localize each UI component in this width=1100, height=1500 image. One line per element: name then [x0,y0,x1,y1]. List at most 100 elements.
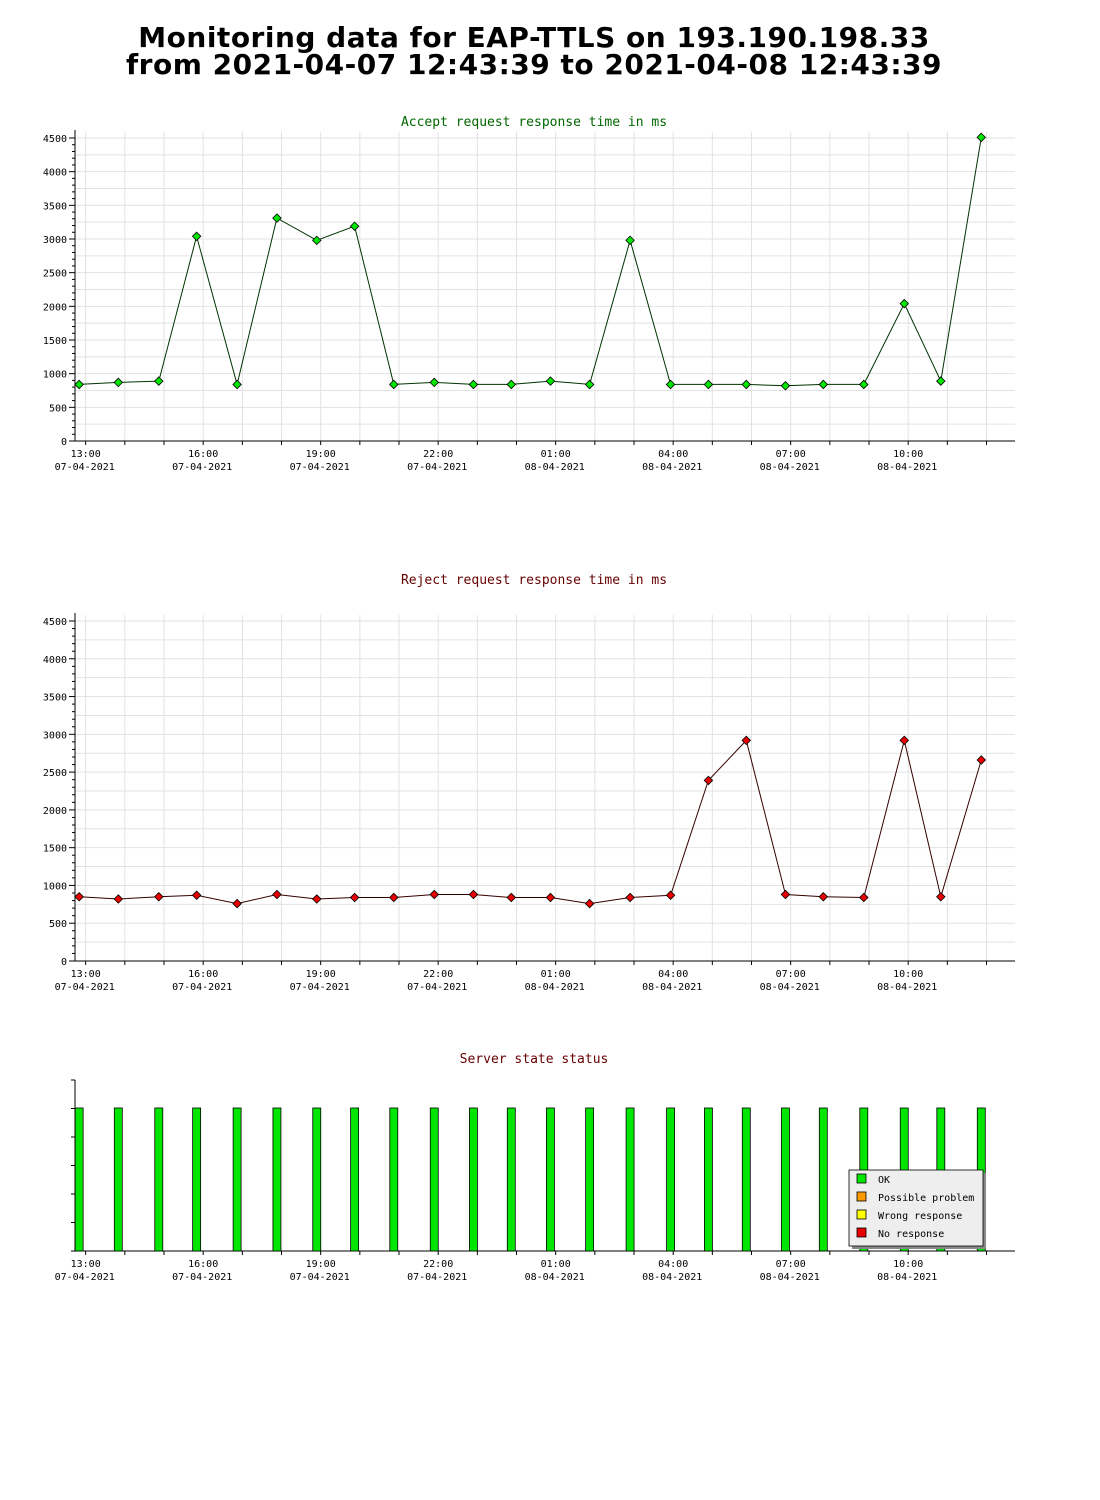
x-tick-date-label: 08-04-2021 [877,1272,937,1283]
x-tick-time-label: 04:00 [658,1259,688,1270]
x-tick-time-label: 07:00 [776,969,806,980]
accept-response-time-chart: Accept request response time in ms 0 500 1… [43,115,1015,473]
data-point [818,379,829,390]
status-bar [429,1107,439,1252]
data-point [780,889,791,900]
y-tick-label: 3500 [43,201,67,212]
y-tick-label: 1000 [43,370,67,381]
data-point [625,235,635,246]
status-bar [666,1107,675,1252]
data-point [429,889,440,900]
x-tick-date-label: 08-04-2021 [760,982,820,993]
data-point [272,889,282,900]
y-tick-label: 2000 [43,302,67,313]
data-point [859,892,869,903]
x-tick-time-label: 22:00 [423,969,453,980]
data-point [389,892,399,903]
x-tick-date-label: 07-04-2021 [407,982,467,993]
y-tick-label: 3000 [43,730,67,741]
x-tick-date-label: 07-04-2021 [55,1272,115,1283]
series-line [79,137,982,387]
legend-swatch [856,1173,867,1184]
server-state-status-chart: Server state status 13:00 07-04-2021 16:00… [55,1052,1015,1283]
data-point [191,890,202,901]
x-tick-time-label: 01:00 [541,1259,571,1270]
x-tick-date-label: 08-04-2021 [877,462,937,473]
legend-label: No response [878,1229,944,1240]
status-bar [781,1107,790,1252]
data-point [780,381,791,391]
status-bar [113,1107,123,1252]
x-tick-time-label: 10:00 [893,449,923,460]
x-tick-date-label: 08-04-2021 [877,982,937,993]
x-tick-date-label: 08-04-2021 [760,1272,820,1283]
legend-swatch [856,1227,867,1238]
x-tick-date-label: 07-04-2021 [172,1272,232,1283]
x-tick-date-label: 08-04-2021 [525,1272,585,1283]
x-tick-time-label: 10:00 [893,969,923,980]
status-bar [469,1107,478,1252]
data-point [545,376,556,386]
x-tick-date-label: 08-04-2021 [525,982,585,993]
y-tick-label: 2500 [43,768,67,779]
series-line [79,739,982,905]
data-point [113,894,124,904]
data-point [429,377,440,388]
status-bar [272,1107,282,1252]
y-tick-label: 500 [49,403,67,414]
page-title: Monitoring data for EAP-TTLS on 193.190.… [0,21,1068,79]
data-point [154,892,164,902]
data-point [976,132,987,143]
x-tick-time-label: 22:00 [423,449,453,460]
chart-legend: OK Possible problem Wrong response No respo… [848,1169,986,1249]
chart-title: Accept request response time in ms [401,115,667,130]
x-tick-time-label: 13:00 [71,969,101,980]
data-point [741,379,752,390]
y-tick-label: 1000 [43,881,67,892]
data-point [232,898,242,909]
y-tick-label: 3000 [43,235,67,246]
x-tick-time-label: 13:00 [71,1259,101,1270]
x-tick-date-label: 07-04-2021 [55,462,115,473]
data-point [545,892,556,903]
y-tick-label: 1500 [43,336,67,347]
y-tick-label: 4000 [43,168,67,179]
data-point [665,890,676,901]
data-point [468,889,479,900]
status-bar [312,1107,322,1252]
y-tick-label: 3500 [43,693,67,704]
data-point [703,379,714,390]
y-tick-label: 1500 [43,844,67,855]
status-bar [704,1107,713,1252]
data-point [899,735,910,746]
y-tick-label: 500 [49,919,67,930]
status-bar [506,1107,516,1252]
x-tick-date-label: 08-04-2021 [642,462,702,473]
x-tick-date-label: 07-04-2021 [172,462,232,473]
data-point [272,213,282,223]
x-tick-time-label: 16:00 [188,969,218,980]
x-tick-time-label: 13:00 [71,449,101,460]
status-bar [585,1107,595,1252]
data-point [859,379,869,390]
x-tick-date-label: 07-04-2021 [290,1272,350,1283]
data-point [936,376,946,386]
status-bar [232,1107,242,1252]
data-point [818,892,829,902]
data-point [468,379,479,390]
data-point [191,231,202,242]
x-tick-time-label: 22:00 [423,1259,453,1270]
x-tick-time-label: 07:00 [776,1259,806,1270]
x-tick-date-label: 08-04-2021 [760,462,820,473]
x-tick-time-label: 04:00 [658,969,688,980]
x-tick-date-label: 07-04-2021 [290,462,350,473]
y-tick-label: 4500 [43,617,67,628]
data-point [741,735,752,746]
x-tick-time-label: 01:00 [541,449,571,460]
x-tick-date-label: 07-04-2021 [172,982,232,993]
x-tick-date-label: 07-04-2021 [407,1272,467,1283]
status-bar [74,1107,84,1252]
page-title-line-1: Monitoring data for EAP-TTLS on 193.190.… [138,21,930,54]
y-tick-label: 2500 [43,269,67,280]
x-tick-date-label: 08-04-2021 [642,982,702,993]
